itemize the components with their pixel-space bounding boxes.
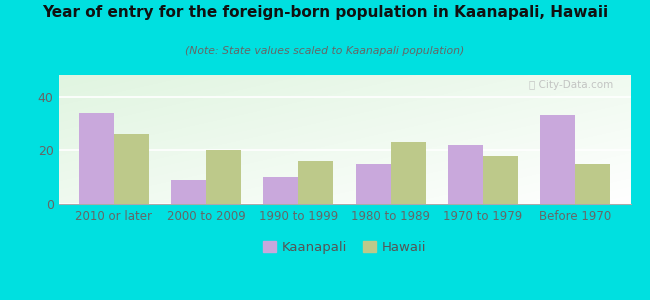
Text: (Note: State values scaled to Kaanapali population): (Note: State values scaled to Kaanapali … xyxy=(185,46,465,56)
Bar xyxy=(298,161,333,204)
Bar xyxy=(391,142,426,204)
Bar xyxy=(206,150,241,204)
Bar xyxy=(171,180,206,204)
Bar xyxy=(79,112,114,204)
Legend: Kaanapali, Hawaii: Kaanapali, Hawaii xyxy=(258,235,431,259)
Bar xyxy=(575,164,610,204)
Text: Year of entry for the foreign-born population in Kaanapali, Hawaii: Year of entry for the foreign-born popul… xyxy=(42,4,608,20)
Bar xyxy=(448,145,483,204)
Text: Ⓢ City-Data.com: Ⓢ City-Data.com xyxy=(529,80,614,90)
Bar xyxy=(356,164,391,204)
Bar xyxy=(114,134,149,204)
Bar xyxy=(263,177,298,204)
Bar xyxy=(483,156,518,204)
Bar xyxy=(540,115,575,204)
